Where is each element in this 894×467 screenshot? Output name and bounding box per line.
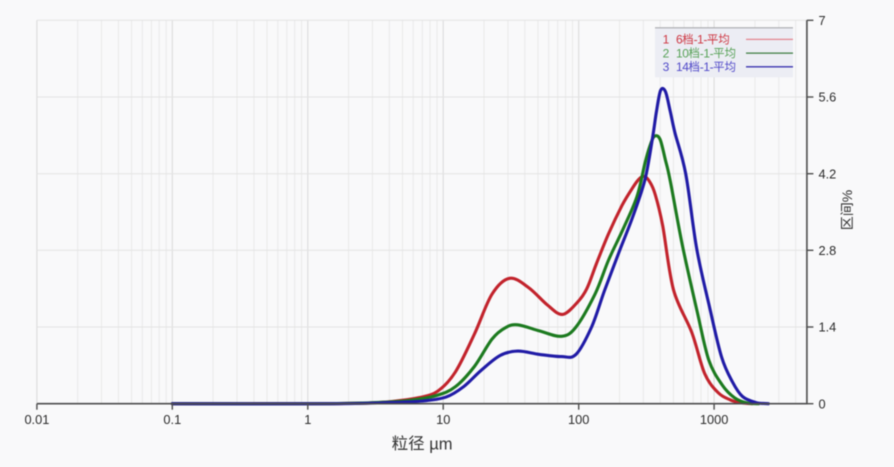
svg-text:1: 1: [304, 412, 311, 427]
svg-text:1: 1: [663, 33, 670, 47]
svg-text:1.4: 1.4: [819, 320, 837, 335]
svg-text:0.01: 0.01: [24, 412, 49, 427]
svg-text:3: 3: [663, 60, 670, 74]
svg-text:-1-: -1-: [700, 46, 714, 60]
svg-text:0: 0: [819, 396, 826, 411]
svg-text:7: 7: [819, 13, 826, 28]
svg-text:6: 6: [676, 33, 683, 47]
svg-text:µm: µm: [429, 436, 452, 454]
svg-text:10: 10: [676, 46, 689, 60]
svg-text:2: 2: [663, 46, 670, 60]
svg-text:1000: 1000: [700, 412, 728, 427]
svg-text:-1-: -1-: [694, 33, 708, 47]
svg-text:4.2: 4.2: [819, 166, 837, 181]
svg-text:10: 10: [436, 412, 450, 427]
svg-text:14: 14: [676, 60, 689, 74]
svg-text:%: %: [839, 190, 855, 202]
svg-text:100: 100: [568, 412, 589, 427]
svg-text:0.1: 0.1: [163, 412, 181, 427]
svg-text:2.8: 2.8: [819, 243, 837, 258]
svg-text:-1-: -1-: [700, 60, 714, 74]
svg-text:5.6: 5.6: [819, 90, 837, 105]
